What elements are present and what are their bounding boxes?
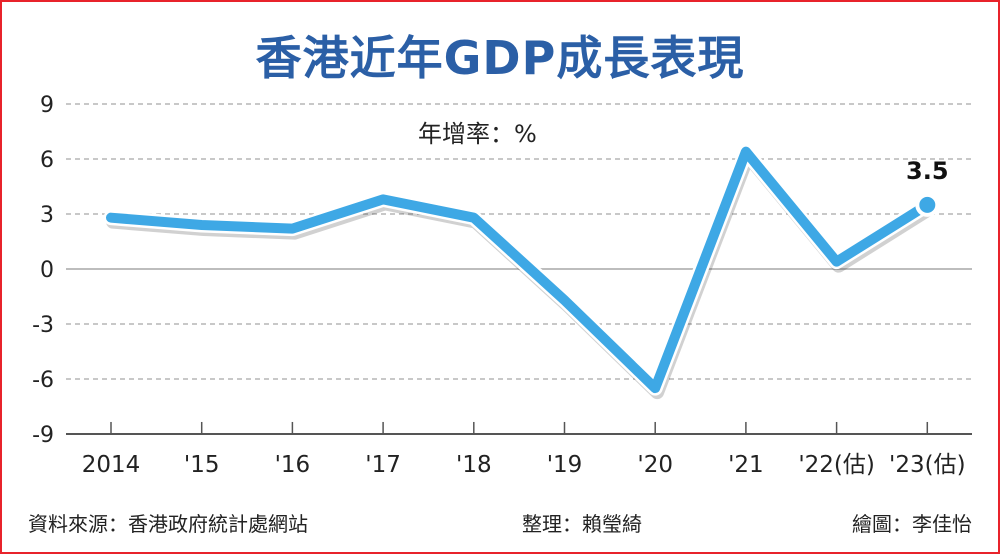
data-point [106,213,116,223]
data-point [650,383,660,393]
data-point [915,192,940,217]
data-point [287,224,297,234]
y-tick-label: 6 [40,148,54,173]
series-line-shadow [106,148,937,400]
series-line [106,146,933,394]
x-tick-label: '18 [456,452,492,478]
x-tick-label: '23(估) [889,452,966,478]
artist-credit: 繪圖：李佳怡 [852,512,972,536]
x-tick-label: 2014 [82,452,141,478]
y-tick-label: -3 [32,313,54,338]
x-tick-label: '20 [637,452,673,478]
y-tick-label: 3 [40,203,54,228]
data-point [560,295,570,305]
data-point [197,220,207,230]
x-tick-label: '21 [728,452,764,478]
y-tick-label: 9 [40,93,54,118]
chart-title: 香港近年GDP成長表現 [255,31,745,85]
source-note: 資料來源：香港政府統計處網站 [28,512,308,536]
x-tick-label: '15 [184,452,220,478]
x-tick-label: '16 [275,452,311,478]
y-tick-label: -9 [32,423,54,448]
editor-credit: 整理：賴瑩綺 [522,512,642,536]
data-point [378,194,388,204]
x-tick-label: '22(估) [798,452,875,478]
data-point [832,257,842,267]
x-tick-label: '17 [365,452,401,478]
data-label: 3.5 [906,157,949,185]
y-tick-label: -6 [32,368,54,393]
y-tick-label: 0 [40,258,54,283]
unit-label: 年增率：% [418,120,537,148]
x-tick-label: '19 [547,452,583,478]
data-point [741,147,751,157]
data-point [469,213,479,223]
